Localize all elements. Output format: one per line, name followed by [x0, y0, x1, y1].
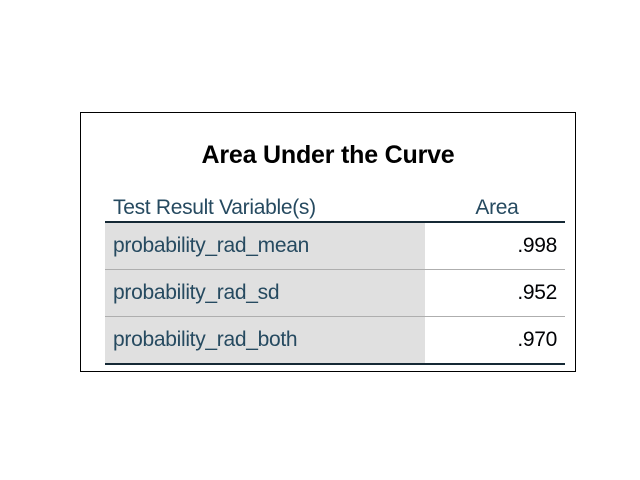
column-header-variable: Test Result Variable(s)	[105, 188, 425, 223]
table-title: Area Under the Curve	[201, 141, 455, 169]
table-row: probability_rad_sd .952	[105, 269, 565, 317]
table-row: probability_rad_mean .998	[105, 222, 565, 270]
header-row: Test Result Variable(s) Area	[105, 188, 565, 223]
auc-table: Test Result Variable(s) Area probability…	[105, 188, 565, 365]
row-label: probability_rad_mean	[105, 222, 425, 270]
area-value: .970	[425, 316, 565, 365]
row-label: probability_rad_both	[105, 316, 425, 365]
area-value: .952	[425, 269, 565, 317]
row-label: probability_rad_sd	[105, 269, 425, 317]
output-table-frame: Area Under the Curve Test Result Variabl…	[80, 112, 576, 372]
column-header-area: Area	[425, 188, 565, 223]
table-row: probability_rad_both .970	[105, 316, 565, 365]
area-value: .998	[425, 222, 565, 270]
